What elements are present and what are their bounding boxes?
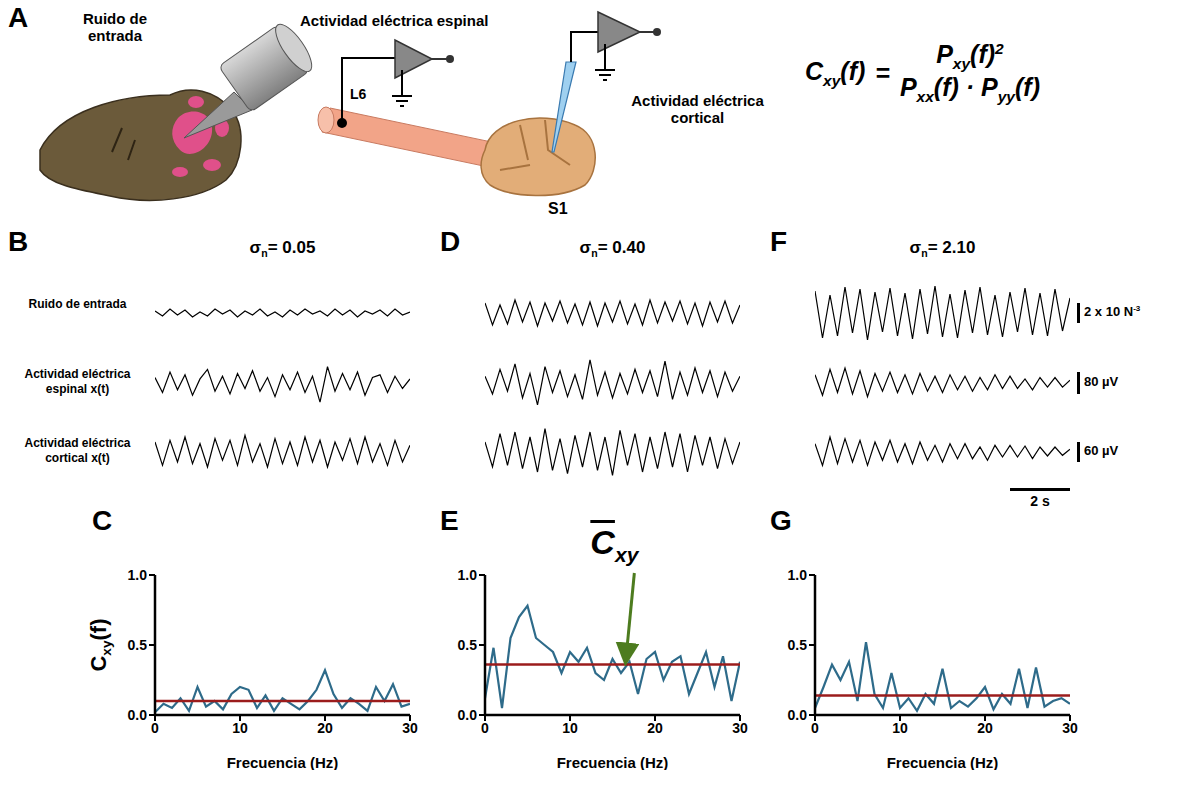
svg-text:Frecuencia (Hz): Frecuencia (Hz) — [557, 754, 669, 770]
svg-text:10: 10 — [562, 720, 578, 736]
html-text:σn= 0.40: σn= 0.40 — [579, 238, 646, 260]
html-text:60 µV: 60 µV — [1084, 443, 1119, 458]
html-text:G: G — [770, 505, 792, 536]
html-text:Pxy(f)2: Pxy(f)2 — [936, 40, 1004, 73]
html-text:Cxy(f) =: Cxy(f) = — [805, 56, 890, 89]
svg-text:0: 0 — [481, 720, 489, 736]
html-text:Actividad eléctrica cortical: Actividad eléctrica cortical — [631, 92, 764, 126]
html-text:L6: L6 — [350, 86, 367, 102]
svg-text:0.5: 0.5 — [128, 637, 148, 653]
html-text:E: E — [440, 505, 459, 536]
svg-text:Frecuencia (Hz): Frecuencia (Hz) — [227, 754, 339, 770]
html-text:Actividad eléctrica cortical x: Actividad eléctrica cortical x(t) — [24, 436, 131, 465]
svg-text:10: 10 — [232, 720, 248, 736]
html-text:D: D — [440, 226, 461, 257]
html-text:Ruido de entrada: Ruido de entrada — [28, 297, 127, 311]
html-text:F: F — [770, 226, 788, 257]
html-text:S1: S1 — [548, 200, 568, 217]
html-text:A: A — [8, 2, 29, 33]
html-text:Ruido de entrada: Ruido de entrada — [82, 10, 148, 44]
html-text:Actividad eléctrica espinal x(: Actividad eléctrica espinal x(t) — [24, 367, 131, 396]
svg-text:10: 10 — [892, 720, 908, 736]
svg-text:20: 20 — [317, 720, 333, 736]
svg-text:0.0: 0.0 — [128, 707, 148, 723]
html-text:C: C — [86, 655, 111, 672]
html-text:2 s: 2 s — [1030, 493, 1050, 509]
html-text:Cxy: Cxy — [590, 523, 639, 566]
svg-text:0: 0 — [151, 720, 159, 736]
svg-text:1.0: 1.0 — [788, 567, 808, 583]
svg-text:Frecuencia (Hz): Frecuencia (Hz) — [887, 754, 999, 770]
svg-text:20: 20 — [647, 720, 663, 736]
svg-text:0.5: 0.5 — [458, 637, 478, 653]
svg-text:30: 30 — [402, 720, 418, 736]
html-text:2 x 10 N-3: 2 x 10 N-3 — [1084, 304, 1141, 320]
html-text:C: C — [92, 505, 113, 536]
svg-text:30: 30 — [1062, 720, 1078, 736]
html-text:xy: xy — [99, 640, 115, 656]
svg-text:0.0: 0.0 — [458, 707, 478, 723]
html-text:Actividad eléctrica espinal: Actividad eléctrica espinal — [300, 12, 489, 29]
svg-text:30: 30 — [732, 720, 748, 736]
svg-text:0.0: 0.0 — [788, 707, 808, 723]
html-text:σn= 2.10: σn= 2.10 — [909, 238, 976, 260]
svg-text:20: 20 — [977, 720, 993, 736]
svg-text:0.5: 0.5 — [788, 637, 808, 653]
html-text:B: B — [8, 226, 29, 257]
html-text:Pxx(f) · Pyy(f): Pxx(f) · Pyy(f) — [899, 73, 1040, 106]
html-text:80 µV: 80 µV — [1084, 374, 1119, 389]
html-text:(f): (f) — [86, 618, 111, 641]
svg-text:1.0: 1.0 — [458, 567, 478, 583]
html-text:σn= 0.05: σn= 0.05 — [249, 238, 316, 260]
svg-text:0: 0 — [811, 720, 819, 736]
svg-text:1.0: 1.0 — [128, 567, 148, 583]
